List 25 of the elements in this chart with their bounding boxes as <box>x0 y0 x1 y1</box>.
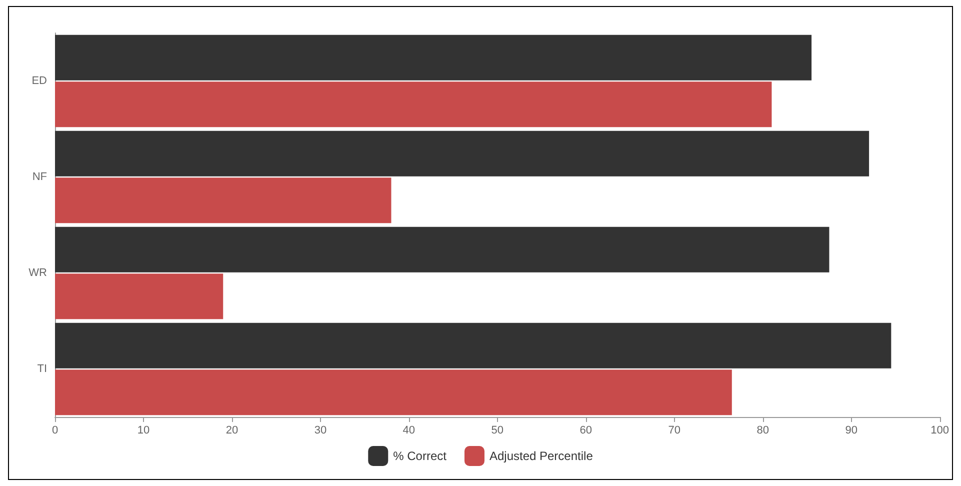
bar <box>55 370 732 416</box>
x-tick-label: 80 <box>756 424 769 436</box>
x-tick-label: 50 <box>491 424 504 436</box>
legend-label: % Correct <box>393 449 448 463</box>
x-tick-label: 10 <box>137 424 150 436</box>
x-tick-label: 100 <box>930 424 950 436</box>
bar <box>55 322 892 368</box>
y-tick-label: NF <box>32 171 48 183</box>
bar <box>55 274 224 320</box>
x-tick-label: 0 <box>52 424 58 436</box>
bar <box>55 34 812 80</box>
x-tick-label: 90 <box>845 424 858 436</box>
x-tick-label: 40 <box>402 424 416 436</box>
y-tick-label: ED <box>32 75 48 87</box>
bar <box>55 82 772 128</box>
legend-label: Adjusted Percentile <box>489 449 594 463</box>
y-tick-label: WR <box>28 267 48 279</box>
bar <box>55 130 870 176</box>
bar <box>55 226 830 272</box>
bar <box>55 178 392 224</box>
x-tick-label: 60 <box>580 424 592 436</box>
x-tick-label: 30 <box>314 424 327 436</box>
x-tick-label: 20 <box>226 424 238 436</box>
y-tick-label: TI <box>37 363 47 375</box>
x-tick-label: 70 <box>668 424 680 436</box>
